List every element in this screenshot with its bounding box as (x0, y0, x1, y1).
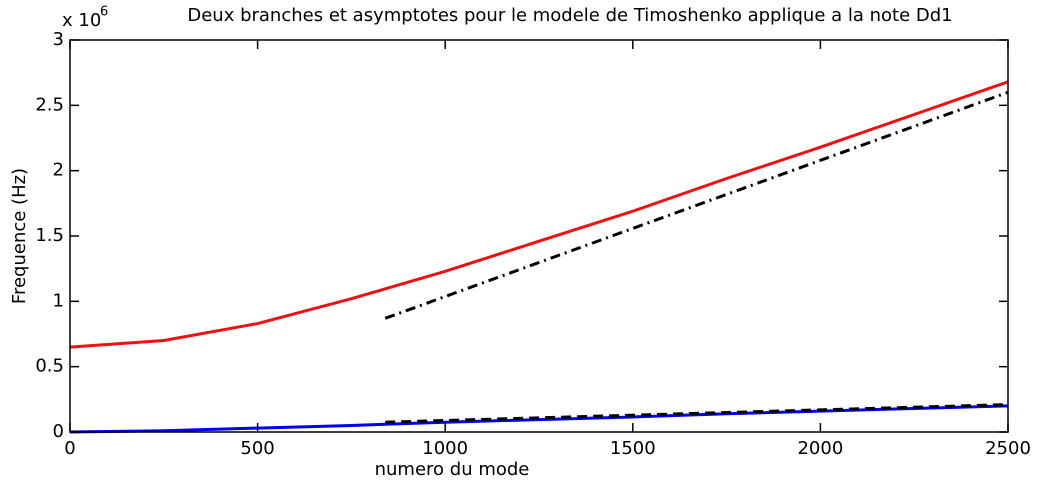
x-tick-label: 500 (240, 438, 274, 459)
x-axis-label: numero du mode (375, 459, 530, 480)
y-tick-label: 1 (53, 290, 64, 311)
x-tick-label: 2000 (797, 438, 843, 459)
y-axis-label: Frequence (Hz) (9, 168, 30, 304)
y-tick-label: 0 (53, 421, 64, 442)
x-tick-label: 1500 (610, 438, 656, 459)
y-tick-label: 2 (53, 160, 64, 181)
series-line (69, 80, 1009, 349)
x-tick-label: 2500 (985, 438, 1031, 459)
series-line (384, 90, 1009, 320)
y-multiplier: x 10 (62, 10, 101, 31)
series-line (385, 403, 1009, 424)
chart-title: Deux branches et asymptotes pour le mode… (187, 5, 952, 26)
y-tick-label: 2.5 (35, 94, 64, 115)
y-multiplier-exponent: 6 (100, 5, 108, 20)
x-tick-label: 1000 (422, 438, 468, 459)
y-tick-label: 3 (53, 29, 64, 50)
y-tick-label: 0.5 (35, 356, 64, 377)
y-tick-label: 1.5 (35, 225, 64, 246)
x-tick-label: 0 (64, 438, 75, 459)
